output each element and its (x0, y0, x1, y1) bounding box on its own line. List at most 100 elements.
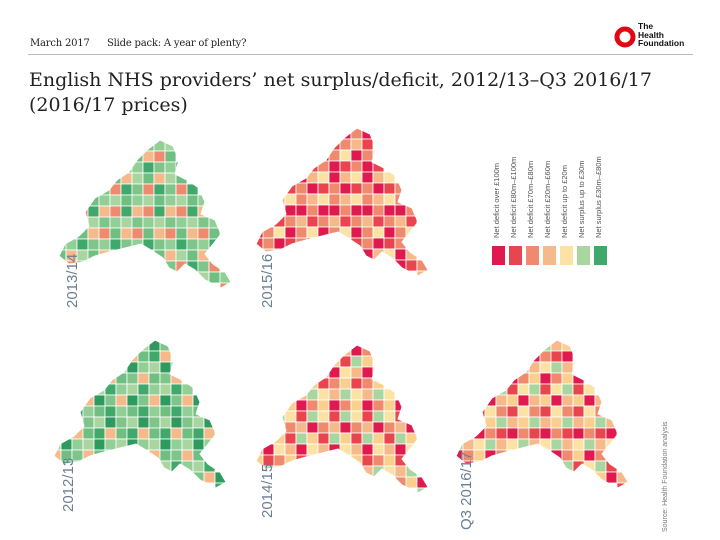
map-region (153, 227, 166, 240)
map-region (306, 443, 319, 456)
header-slide-pack: Slide pack: A year of plenty? (107, 38, 247, 49)
map-region (284, 432, 297, 445)
map-region (328, 432, 341, 445)
map-outline (455, 339, 629, 489)
map-region (372, 432, 385, 445)
map-region (517, 372, 530, 385)
map-region (256, 237, 264, 250)
map-region (98, 205, 111, 218)
map-region (142, 194, 155, 207)
map-region (192, 438, 205, 451)
map-region (405, 259, 418, 272)
map-region (361, 160, 374, 173)
map-region (284, 226, 297, 239)
map-region (372, 171, 385, 184)
map-region (394, 465, 407, 478)
map-region (284, 215, 297, 228)
period-label-2015-16: 2015/16 (259, 253, 276, 308)
map-region (175, 249, 188, 262)
map-region (473, 449, 486, 462)
map-region (131, 216, 144, 229)
map-region (192, 460, 205, 473)
map-region (148, 405, 161, 418)
map-region (572, 383, 585, 396)
map-region (175, 183, 188, 196)
map-region (350, 160, 363, 173)
map-region (170, 405, 183, 418)
map-region (306, 193, 319, 206)
map-region (350, 138, 363, 151)
map-region (60, 427, 73, 440)
page-title: English NHS providers’ net surplus/defic… (29, 69, 652, 116)
map-region (131, 183, 144, 196)
map-region (126, 405, 139, 418)
map-region (219, 282, 231, 288)
map-region (583, 405, 596, 418)
map-region (572, 449, 585, 462)
map-region (273, 443, 286, 456)
map-region (284, 421, 297, 434)
map-region (394, 432, 407, 445)
map-region (383, 204, 396, 217)
map-region (383, 182, 396, 195)
map-region (306, 399, 319, 412)
map-region (82, 405, 95, 418)
map-region (605, 438, 618, 451)
map-region (175, 260, 188, 273)
map-region (175, 238, 188, 251)
map-region (328, 171, 341, 184)
map-region (306, 388, 319, 401)
map-region (153, 172, 166, 185)
map-region (120, 161, 133, 174)
map-region (104, 394, 117, 407)
map-region (120, 194, 133, 207)
map-region (372, 421, 385, 434)
map-region (153, 161, 166, 174)
legend-item: Net deficit up to £20m (558, 148, 575, 266)
map-region (350, 366, 363, 379)
map-region (372, 377, 385, 390)
map-region (339, 432, 352, 445)
map-outline (58, 139, 232, 289)
map-region (126, 394, 139, 407)
map-region (142, 227, 155, 240)
map-region (495, 383, 508, 396)
map-region (306, 432, 319, 445)
map-region (583, 416, 596, 429)
map-region (561, 438, 574, 451)
map-region (339, 193, 352, 206)
map-region (159, 350, 172, 363)
map-region (175, 194, 188, 207)
map-region (87, 227, 100, 240)
legend-swatch (543, 246, 556, 265)
map-region (197, 216, 210, 229)
map-region (170, 427, 183, 440)
map-region (361, 182, 374, 195)
map-region (317, 366, 330, 379)
map-region (405, 443, 418, 456)
map-region (383, 443, 396, 456)
map-region (572, 427, 585, 440)
map-region (170, 449, 183, 462)
map-region (164, 183, 177, 196)
map-region (93, 438, 106, 451)
map-region (203, 438, 216, 451)
map-region (583, 449, 596, 462)
map-region (115, 427, 128, 440)
map-region (506, 427, 519, 440)
map-region (495, 394, 508, 407)
map-region (473, 427, 486, 440)
map-region (405, 476, 418, 489)
map-region (98, 238, 111, 251)
map-region (164, 150, 177, 163)
map-region (115, 361, 128, 374)
map-region (98, 194, 111, 207)
map-region (561, 405, 574, 418)
map-region (98, 183, 111, 196)
map-region (506, 405, 519, 418)
map-region (339, 215, 352, 228)
map-region (572, 460, 585, 473)
map-region (594, 460, 607, 473)
logo-wordmark: The Health Foundation (638, 21, 685, 49)
legend-item: Net deficit £70m–£80m (524, 148, 541, 266)
